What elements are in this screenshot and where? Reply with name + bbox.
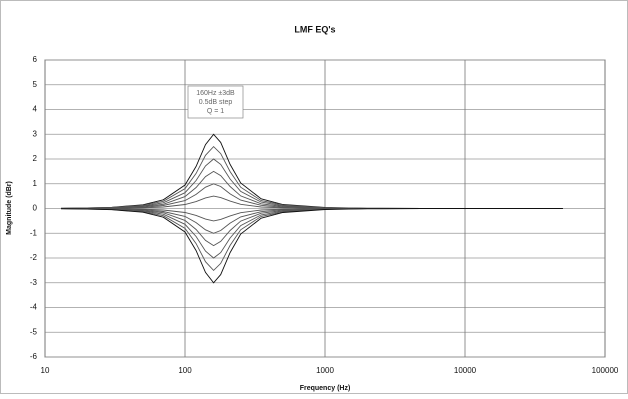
annotation-text: Q = 1	[207, 108, 224, 115]
y-tick-label: -4	[30, 303, 38, 312]
y-tick-label: -6	[30, 352, 38, 361]
annotation-text: 160Hz ±3dB	[196, 90, 235, 97]
x-axis-label: Frequency (Hz)	[300, 385, 351, 392]
y-tick-label: 2	[33, 154, 38, 163]
y-tick-label: 0	[33, 204, 38, 213]
y-tick-label: -1	[30, 228, 38, 237]
y-tick-label: 4	[33, 105, 38, 114]
annotation-box	[187, 85, 244, 119]
chart-title: LMF EQ's	[294, 24, 335, 34]
annotation-text: 0.5dB step	[199, 99, 233, 106]
y-tick-label: 3	[33, 129, 38, 138]
y-axis-label: Magnitude (dBr)	[6, 181, 13, 235]
y-tick-label: 5	[33, 80, 38, 89]
y-tick-label: 6	[33, 55, 38, 64]
y-tick-label: -5	[30, 327, 38, 336]
y-tick-label: -3	[30, 278, 38, 287]
x-tick-label: 10	[41, 366, 50, 375]
y-tick-label: -2	[30, 253, 38, 262]
eq-curve	[60, 208, 563, 284]
y-tick-label: 1	[33, 179, 38, 188]
x-tick-label: 1000	[316, 366, 334, 375]
x-tick-label: 10000	[454, 366, 477, 375]
x-tick-label: 100000	[592, 366, 619, 375]
x-tick-label: 100	[178, 366, 192, 375]
